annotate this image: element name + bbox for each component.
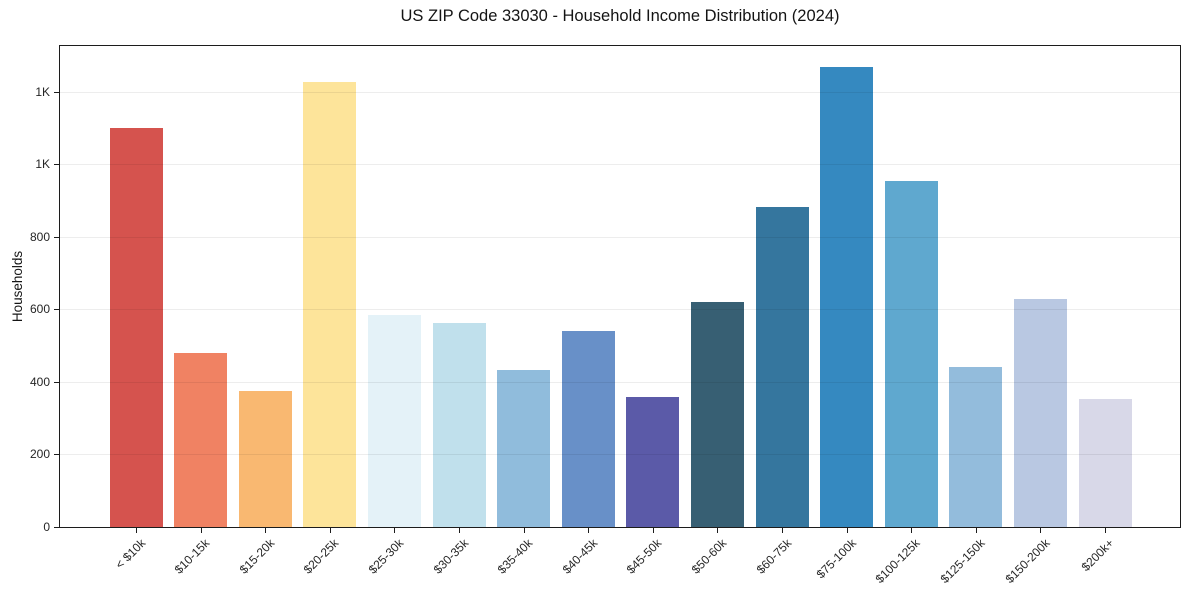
gridline [60,164,1180,166]
x-tick-label: $50-60k [688,536,730,577]
x-tick-mark [1040,528,1042,533]
x-tick-label: $200k+ [1078,536,1117,574]
y-tick-label: 200 [29,447,50,462]
x-tick-mark [523,528,525,533]
bar [497,370,551,527]
bar [755,207,809,527]
bar [174,353,228,527]
bar [626,397,680,527]
bar [1013,299,1067,527]
y-tick-label: 1K [35,84,50,99]
gridline [60,454,1180,456]
x-tick-label: $60-75k [753,536,794,577]
gridline [60,309,1180,311]
x-tick-label: $100-125k [873,536,924,587]
bar [1078,399,1132,527]
bar [820,67,874,527]
x-tick-label: $45-50k [624,536,665,577]
x-tick-mark [975,528,977,533]
x-tick-label: < $10k [112,536,148,572]
x-tick-mark [200,528,202,533]
gridline [60,381,1180,383]
y-tick-mark [54,454,59,456]
bar [303,82,357,527]
y-tick-label: 600 [29,302,50,317]
x-tick-label: $10-15k [171,536,213,577]
x-tick-mark [717,528,719,533]
x-tick-label: $125-150k [937,536,988,587]
y-tick-label: 0 [43,520,50,534]
bar [238,391,292,527]
x-tick-mark [1105,528,1106,533]
bar [690,302,744,527]
x-tick-mark [265,528,267,533]
y-tick-label: 400 [29,374,50,389]
bar [884,181,938,527]
y-tick-mark [54,381,59,383]
chart-title: US ZIP Code 33030 - Household Income Dis… [400,7,840,25]
x-tick-mark [846,528,848,533]
x-tick-mark [459,528,460,533]
x-tick-mark [652,528,654,533]
x-tick-mark [911,528,913,533]
bar [367,315,421,527]
x-tick-label: $30-35k [430,536,471,577]
y-tick-mark [54,164,59,166]
x-tick-mark [394,528,396,533]
gridline [60,236,1180,238]
x-tick-label: $15-20k [236,536,278,577]
y-tick-mark [54,309,59,311]
x-tick-label: $40-45k [559,536,601,577]
gridline [60,91,1180,93]
x-tick-label: $75-100k [813,536,859,582]
x-tick-mark [588,528,590,533]
bar [561,331,615,527]
x-tick-label: $150-200k [1002,536,1053,587]
y-tick-label: 1K [35,157,50,172]
bar [949,367,1003,527]
x-tick-label: $35-40k [494,536,536,577]
y-tick-mark [54,527,59,528]
x-tick-mark [136,528,137,533]
plot-area [59,45,1181,528]
bar [109,128,163,527]
y-tick-mark [54,236,59,238]
y-tick-mark [54,91,59,93]
y-tick-label: 800 [29,229,50,244]
x-tick-label: $20-25k [301,536,342,577]
x-tick-mark [782,528,783,533]
bar [432,323,486,527]
x-tick-label: $25-30k [365,536,407,577]
x-tick-mark [329,528,331,533]
